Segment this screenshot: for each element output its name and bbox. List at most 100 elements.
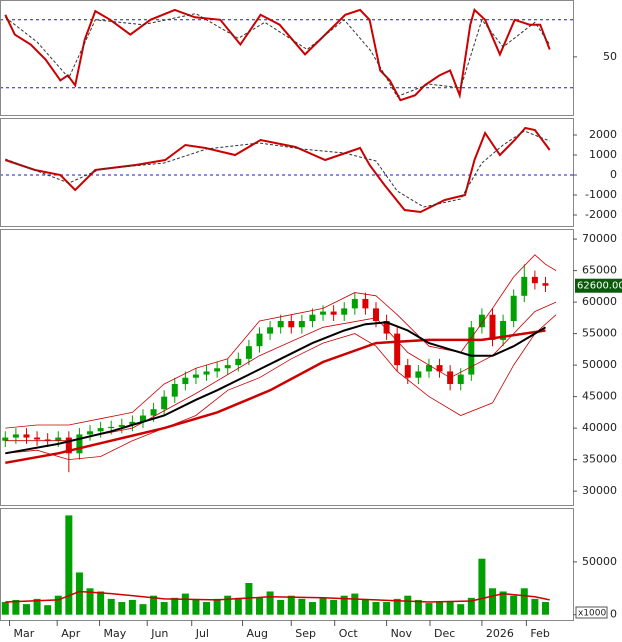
volume-bar <box>12 599 20 615</box>
volume-bar <box>489 588 497 615</box>
volume-bar <box>118 602 126 615</box>
candle-body <box>478 314 485 328</box>
panel <box>0 126 573 214</box>
x-tick-label: Sep <box>295 627 316 640</box>
candle-body <box>129 421 136 425</box>
candle-body <box>2 437 9 441</box>
x-tick-label: Dec <box>434 627 455 640</box>
volume-bar <box>425 603 433 615</box>
candle-body <box>298 321 305 328</box>
volume-bar <box>340 595 348 615</box>
candle-body <box>65 437 72 454</box>
candle-body <box>97 428 104 432</box>
y-tick-label: 50000 <box>582 358 617 371</box>
candle-body <box>203 371 210 375</box>
candle-body <box>87 431 94 435</box>
candle-body <box>500 321 507 340</box>
volume-bar <box>107 598 115 615</box>
candle-body <box>76 434 83 454</box>
panel <box>2 254 557 473</box>
candle-body <box>150 409 157 416</box>
x-tick-label: Nov <box>391 627 413 640</box>
volume-bar <box>372 602 380 615</box>
candle-body <box>235 358 242 366</box>
volume-bar <box>44 605 52 615</box>
volume-bar <box>86 588 94 615</box>
volume-bar <box>277 599 285 615</box>
candle-body <box>12 434 19 438</box>
volume-bar <box>446 600 454 615</box>
volume-bar <box>457 604 465 615</box>
series-line <box>5 314 557 461</box>
candle-body <box>372 308 379 321</box>
x-tick-label: Aug <box>247 627 268 640</box>
candle-body <box>362 298 369 309</box>
y-tick-label: 30000 <box>582 484 617 497</box>
volume-bar <box>97 591 105 615</box>
y-tick-label: 60000 <box>582 295 617 308</box>
series-line <box>5 321 547 455</box>
volume-bar <box>203 602 211 615</box>
volume-bar <box>393 598 401 615</box>
y-tick-label: -2000 <box>585 208 617 221</box>
candle-body <box>182 377 189 385</box>
series-line <box>5 329 546 465</box>
volume-bar <box>160 602 168 615</box>
candle-body <box>521 276 528 296</box>
volume-bar <box>361 599 369 615</box>
candle-body <box>457 374 464 385</box>
volume-bar <box>245 583 253 615</box>
volume-bar <box>308 602 316 615</box>
y-tick-label: 70000 <box>582 232 617 245</box>
candle-body <box>277 321 284 328</box>
volume-bar <box>510 595 518 615</box>
volume-bar <box>65 515 73 615</box>
series-line <box>5 590 550 603</box>
candle-body <box>320 311 327 315</box>
volume-bar <box>181 593 189 615</box>
volume-bar <box>404 595 412 615</box>
volume-bar <box>33 598 41 615</box>
y-tick-label: 50000 <box>582 555 617 568</box>
candle-body <box>23 434 30 438</box>
candle-body <box>192 374 199 378</box>
volume-bar <box>213 598 221 615</box>
y-tick-label: 1000 <box>589 148 617 161</box>
panel <box>0 8 573 102</box>
volume-bar <box>139 604 147 615</box>
volume-bar <box>499 591 507 615</box>
volume-bar <box>383 602 391 615</box>
candle-body <box>118 424 125 427</box>
candle-body <box>531 276 538 284</box>
volume-bar <box>414 599 422 615</box>
candle-body <box>309 314 316 321</box>
series-line <box>5 254 557 429</box>
candle-body <box>224 365 231 369</box>
x-tick-label: Oct <box>339 627 359 640</box>
y-tick-label: 45000 <box>582 390 617 403</box>
volume-bar <box>436 602 444 615</box>
candle-body <box>510 295 517 321</box>
y-tick-label: 50 <box>603 50 617 63</box>
unit-box <box>575 606 608 619</box>
last-price-label: 62600.00 <box>577 281 622 292</box>
volume-bar <box>224 595 232 615</box>
y-tick-label: 65000 <box>582 264 617 277</box>
volume-bar <box>298 598 306 615</box>
y-tick-label: 55000 <box>582 327 617 340</box>
x-tick-label: Jun <box>150 627 168 640</box>
volume-bar <box>287 595 295 615</box>
volume-bar <box>75 572 83 615</box>
volume-bar <box>319 597 327 615</box>
unit-label: x1000 <box>578 609 607 619</box>
volume-bar <box>478 558 486 615</box>
volume-bar <box>234 597 242 615</box>
candle-body <box>415 371 422 378</box>
candle-body <box>245 346 252 359</box>
candle-body <box>288 321 295 328</box>
candle-body <box>161 396 168 410</box>
candle-body <box>351 298 358 309</box>
panel <box>1 515 550 615</box>
volume-bar <box>1 602 9 615</box>
